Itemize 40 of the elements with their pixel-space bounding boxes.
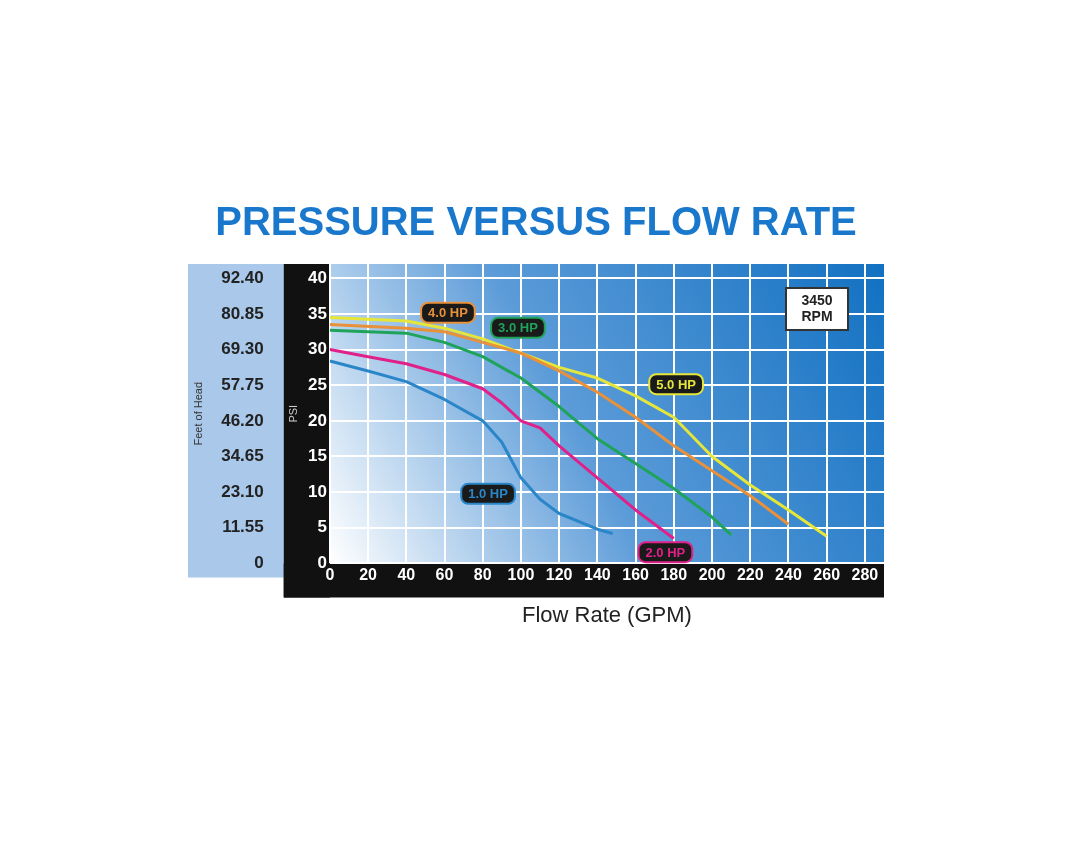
y-tick-label: 15 <box>307 446 327 466</box>
x-tick-label: 100 <box>507 566 535 584</box>
y2-tick-label: 69.30 <box>221 339 264 359</box>
series-label: 4.0 HP <box>428 305 469 321</box>
y-tick-label: 40 <box>307 267 327 287</box>
x-tick-label: 280 <box>851 566 879 584</box>
x-tick-label: 120 <box>545 566 573 584</box>
y-tick-label: 20 <box>307 410 327 430</box>
y2-tick-label: 57.75 <box>221 374 264 394</box>
y-tick-label: 25 <box>307 374 327 394</box>
y-axis-title: PSI <box>287 404 300 423</box>
annotation: 3450 RPM <box>801 291 833 324</box>
y2-tick-label: 11.55 <box>222 517 264 537</box>
text: 3.0 HP <box>498 320 539 336</box>
series-label: 1.0 HP <box>468 486 509 502</box>
y2-tick-label: 46.20 <box>221 410 264 430</box>
series-label: 5.0 HP <box>656 376 697 392</box>
y-tick-label: 5 <box>317 517 327 537</box>
series-label: 2.0 HP <box>645 544 686 560</box>
y2-tick-label: 23.10 <box>221 481 264 501</box>
y2-tick-label: 34.65 <box>221 446 264 466</box>
x-tick-label: 180 <box>660 566 688 584</box>
x-tick-label: 160 <box>622 566 650 584</box>
y-tick-label: 35 <box>307 303 327 323</box>
x-axis-title: Flow Rate (GPM) <box>521 601 692 627</box>
x-tick-label: 200 <box>698 566 726 584</box>
x-tick-label: 240 <box>775 566 802 584</box>
x-tick-label: 60 <box>435 566 454 584</box>
y2-axis-title: Feet of Head <box>191 381 204 446</box>
x-tick-label: 260 <box>813 566 841 584</box>
y-tick-label: 10 <box>307 481 327 501</box>
y2-tick-label: 92.40 <box>221 267 264 287</box>
x-tick-label: 80 <box>473 566 492 584</box>
y-tick-label: 30 <box>307 339 327 359</box>
x-tick-label: 40 <box>397 566 416 584</box>
x-tick-label: 140 <box>584 566 611 584</box>
chart-title: PRESSURE VERSUS FLOW RATE <box>215 199 857 244</box>
y2-tick-label: 80.85 <box>221 303 264 323</box>
x-tick-label: 220 <box>736 566 764 584</box>
x-tick-label: 20 <box>359 566 378 584</box>
